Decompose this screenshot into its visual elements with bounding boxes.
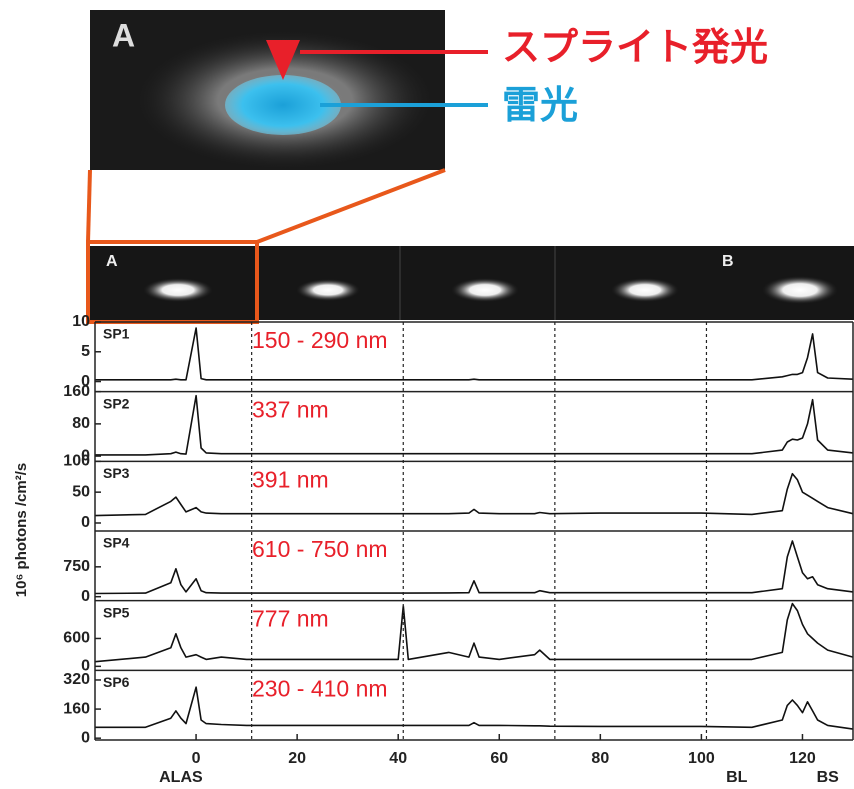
trace (94, 540, 854, 595)
wavelength-label: 230 - 410 nm (252, 675, 388, 701)
trace (95, 327, 854, 381)
y-tick-label: 80 (72, 415, 90, 432)
y-tick-label: 320 (63, 671, 90, 688)
lightning-label: 雷光 (502, 85, 578, 127)
x-tick-label: 0 (192, 750, 201, 767)
strip-label: A (106, 253, 118, 270)
y-tick-label: 0 (81, 514, 90, 531)
y-tick-label: 160 (63, 700, 90, 717)
y-tick-label: 10 (72, 313, 90, 330)
x-tick-label: 20 (288, 750, 306, 767)
wavelength-label: 337 nm (252, 397, 329, 423)
panel-name: SP6 (103, 674, 130, 690)
inset-label: A (112, 17, 135, 53)
wavelength-label: 610 - 750 nm (252, 536, 388, 562)
event-label: ALAS (159, 769, 203, 786)
panel-name: SP4 (103, 535, 130, 551)
y-tick-label: 0 (81, 729, 90, 746)
x-tick-label: 40 (389, 750, 407, 767)
y-tick-label: 160 (63, 383, 90, 400)
y-tick-label: 100 (63, 453, 90, 470)
x-tick-label: 100 (688, 750, 715, 767)
y-tick-label: 0 (81, 588, 90, 605)
trace (95, 394, 854, 456)
y-tick-label: 50 (72, 483, 90, 500)
y-tick-label: 0 (81, 658, 90, 675)
zoom-lines (86, 168, 446, 244)
panel-name: SP3 (103, 465, 130, 481)
y-axis-label: 10⁶ photons /cm²/s (13, 463, 30, 597)
event-label: BS (817, 769, 840, 786)
x-tick-label: 80 (591, 750, 609, 767)
inset-photo (90, 10, 488, 170)
y-tick-label: 750 (63, 558, 90, 575)
wavelength-label: 391 nm (252, 466, 329, 492)
panel-name: SP2 (103, 395, 130, 411)
y-tick-label: 0 (81, 373, 90, 390)
sprite-label: スプライト発光 (502, 27, 768, 69)
y-tick-label: 5 (81, 343, 90, 360)
wavelength-label: 777 nm (252, 606, 329, 632)
y-tick-label: 600 (63, 630, 90, 647)
panel-name: SP1 (103, 326, 130, 342)
strip-label: B (722, 253, 734, 270)
x-tick-label: 60 (490, 750, 508, 767)
trace (94, 472, 854, 517)
trace (95, 686, 854, 730)
event-label: BL (726, 769, 748, 786)
y-tick-label: 0 (81, 447, 90, 464)
wavelength-label: 150 - 290 nm (252, 327, 388, 353)
photo-strip (86, 240, 854, 324)
x-tick-label: 120 (789, 750, 816, 767)
trace (94, 602, 854, 663)
panel-name: SP5 (103, 604, 130, 620)
